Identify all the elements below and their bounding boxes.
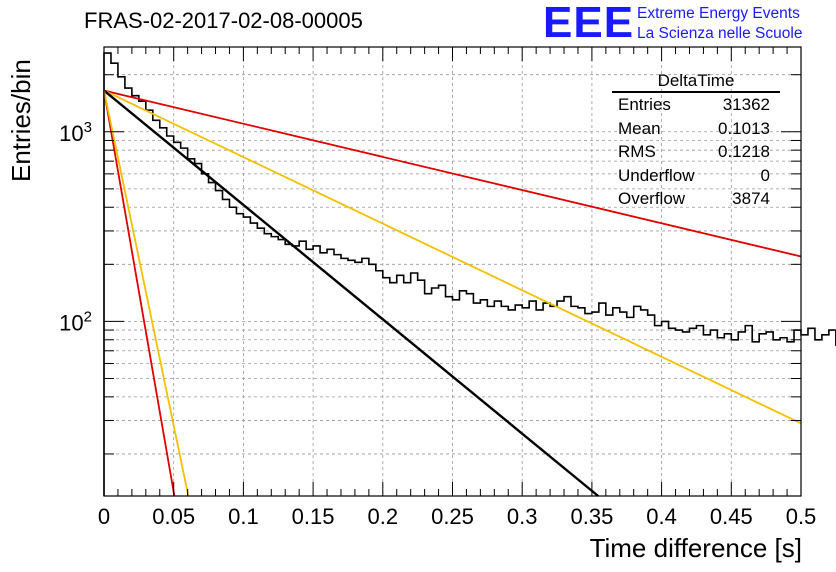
run-title: FRAS-02-2017-02-08-00005 [84,8,363,33]
stats-row-entries: Entries 31362 [612,93,780,117]
stats-label: RMS [618,142,656,161]
fit-line-2 [103,89,802,425]
x-tick-label: 0.3 [507,504,538,529]
stats-value: 3874 [732,189,770,208]
axis-ticks [103,47,802,496]
y-tick-label: 103 [59,119,92,146]
x-tick-label: 0.25 [431,504,474,529]
y-axis-label: Entries/bin [6,59,36,182]
stats-value: 0.1218 [718,142,770,161]
x-tick-label: 0.2 [368,504,399,529]
fit-line-4 [103,90,176,497]
x-tick-label: 0.45 [710,504,753,529]
stats-row-overflow: Overflow 3874 [612,187,780,211]
stats-title: DeltaTime [612,70,780,93]
stats-row-rms: RMS 0.1218 [612,140,780,164]
x-tick-label: 0.05 [152,504,195,529]
stats-box: DeltaTime Entries 31362 Mean 0.1013 RMS … [612,70,780,211]
histogram-step [103,52,836,496]
x-tick-label: 0.5 [786,504,817,529]
x-tick-label: 0.15 [292,504,335,529]
y-tick-label: 102 [59,308,92,335]
stats-value: 0.1013 [718,118,770,138]
eee-logo-mark: EEE [543,0,635,47]
grid-lines [104,47,801,496]
stats-label: Overflow [618,189,686,208]
stats-value: 0 [760,165,770,185]
stats-row-underflow: Underflow 0 [612,164,780,188]
eee-logo-line-2: La Scienza nelle Scuole [637,25,803,42]
fit-line-3 [103,89,599,497]
histogram-layer [103,52,836,496]
x-tick-label: 0.4 [646,504,677,529]
stats-value: 31362 [722,95,770,114]
stats-row-mean: Mean 0.1013 [612,117,780,141]
axis-tick-labels: 0 0.05 0.1 0.15 0.2 0.25 0.3 0.35 0.4 0.45 0.5 103 1… [59,119,816,529]
stats-label: Underflow [618,165,695,185]
x-tick-label: 0 [98,504,110,529]
stats-label: Mean [618,118,661,138]
x-tick-label: 0.35 [570,504,613,529]
fit-lines-layer [103,89,802,497]
eee-logo-line-1: Extreme Energy Events [637,5,800,22]
fit-line-5 [103,90,190,497]
stats-label: Entries [618,95,671,114]
x-axis-label: Time difference [s] [589,533,802,563]
fit-line-1 [103,89,802,258]
x-tick-label: 0.1 [228,504,259,529]
